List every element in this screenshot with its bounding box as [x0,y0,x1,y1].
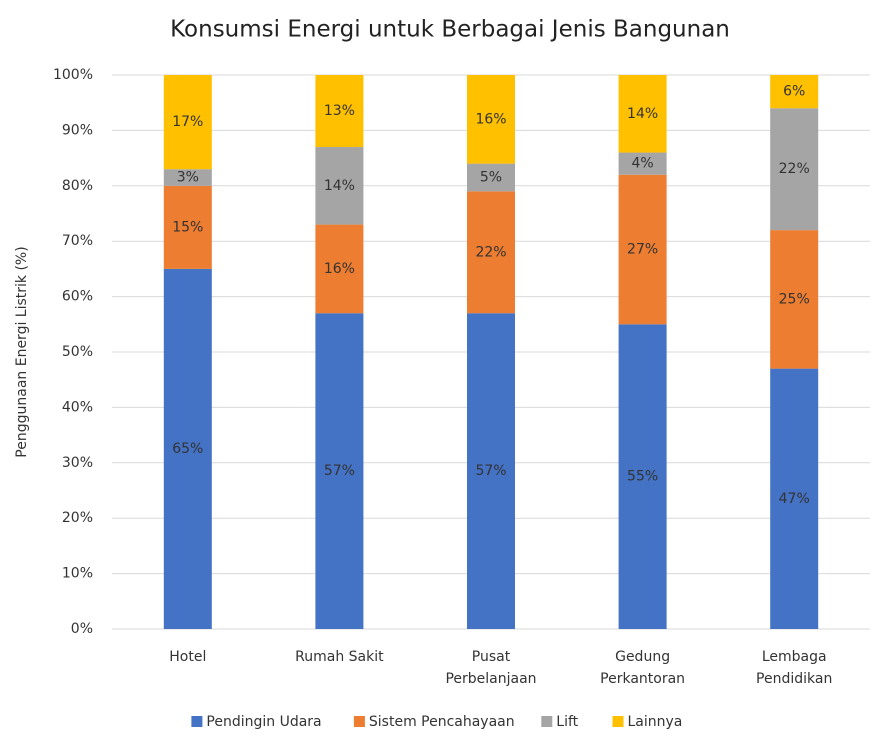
bar-segment [315,147,364,225]
legend-swatch [191,716,203,727]
y-tick-label: 0% [71,621,93,637]
data-label: 13% [324,103,355,119]
chart-title: Konsumsi Energi untuk Berbagai Jenis Ban… [170,17,730,43]
bar-segment [467,313,515,629]
data-label: 14% [627,106,658,122]
bar-segment [163,268,212,629]
bar-segment [618,75,667,153]
x-tick-label: Lembaga Pendidikan [756,649,832,687]
x-tick-label: Hotel [169,649,206,665]
data-label: 22% [779,161,810,177]
bar-segment [467,191,515,314]
y-tick-label: 20% [62,510,93,526]
data-label: 3% [177,169,199,185]
y-tick-label: 80% [62,178,93,194]
bar-segment [315,224,364,314]
bar-segment [467,163,515,192]
bar-segment [315,75,364,148]
data-label: 17% [172,114,203,130]
y-tick-label: 30% [62,455,93,471]
legend-swatch [353,716,365,727]
data-label: 47% [779,491,810,507]
data-label: 55% [627,469,658,485]
legend-swatch [541,716,553,727]
data-label: 15% [172,219,203,235]
bar-segment [467,75,515,164]
data-label: 16% [324,261,355,277]
y-tick-label: 10% [62,566,93,582]
data-label: 57% [324,463,355,479]
legend-label: Sistem Pencahayaan [369,714,515,730]
data-label: 4% [631,156,653,172]
x-tick-label: Pusat Perbelanjaan [445,649,536,687]
data-label: 27% [627,242,658,258]
bar-segment [770,75,819,109]
legend-label: Lift [556,714,578,730]
bar-segment [163,75,212,170]
bar-segment [618,174,667,325]
bar-segment [618,152,667,175]
x-tick-label: Gedung Perkantoran [600,649,685,687]
legend-label: Pendingin Udara [206,714,321,730]
x-tick-label: Rumah Sakit [295,649,384,665]
legend-label: Lainnya [628,714,683,730]
bar-segment [163,169,212,186]
bar-segment [315,313,364,629]
data-label: 5% [480,169,502,185]
y-tick-label: 100% [53,67,93,83]
bar-segment [618,324,667,629]
bar-segment [770,108,819,231]
bar-segment [163,185,212,269]
y-tick-label: 90% [62,122,93,138]
data-label: 65% [172,441,203,457]
data-label: 6% [783,84,805,100]
bar-segment [770,230,819,369]
data-label: 14% [324,178,355,194]
y-axis-label: Penggunaan Energi Listrik (%) [14,246,30,457]
y-tick-label: 60% [62,289,93,305]
data-label: 25% [779,291,810,307]
bar-segment [770,368,819,629]
y-tick-label: 40% [62,399,93,415]
data-label: 22% [475,244,506,260]
y-tick-label: 50% [62,344,93,360]
legend-swatch [612,716,624,727]
data-label: 16% [475,111,506,127]
data-label: 57% [475,463,506,479]
y-tick-label: 70% [62,233,93,249]
